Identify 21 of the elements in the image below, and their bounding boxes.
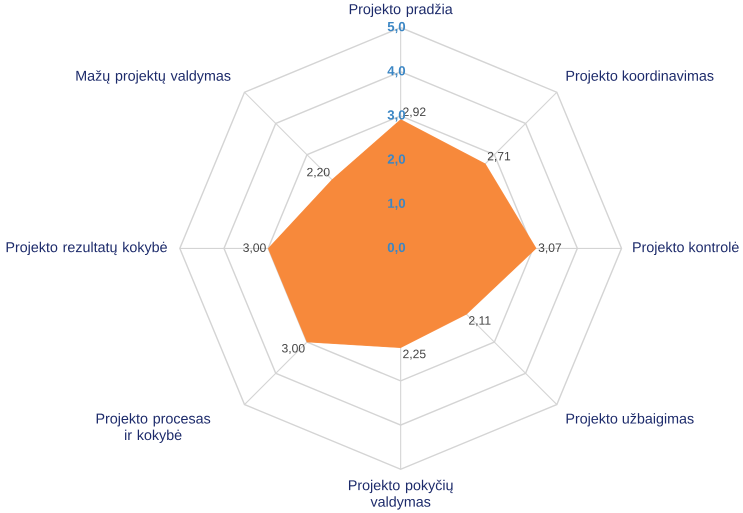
spoke-label: Projekto pradžia [350, 4, 453, 17]
y-tick-label: 5,0 [388, 22, 406, 34]
y-tick-label: 4,0 [387, 66, 406, 78]
data-label: 3,00 [243, 243, 266, 254]
data-label: 2,71 [488, 152, 510, 162]
y-tick-label: 3,0 [388, 110, 406, 122]
y-tick-label: 0,0 [388, 242, 406, 254]
spoke-label: Projekto rezultatų kokybė [6, 242, 167, 255]
spoke-label: Projekto koordinavimas [566, 70, 714, 84]
spoke-label: Projekto užbaigimas [566, 412, 694, 426]
spoke-label: Projekto procesas ir kokybė [96, 412, 210, 443]
data-label: 2,20 [307, 168, 330, 178]
spoke-label: Projekto kontrolė [633, 242, 739, 255]
spoke-label: Mažų projektų valdymas [76, 70, 230, 84]
data-label: 2,25 [403, 350, 426, 360]
data-label: 2,11 [469, 316, 491, 326]
y-tick-label: 2,0 [388, 154, 406, 166]
data-label: 3,00 [282, 344, 305, 354]
data-label: 3,07 [538, 243, 562, 254]
spoke-label: Projekto pokyčių valdymas [348, 480, 453, 510]
y-tick-label: 1,0 [388, 198, 406, 210]
